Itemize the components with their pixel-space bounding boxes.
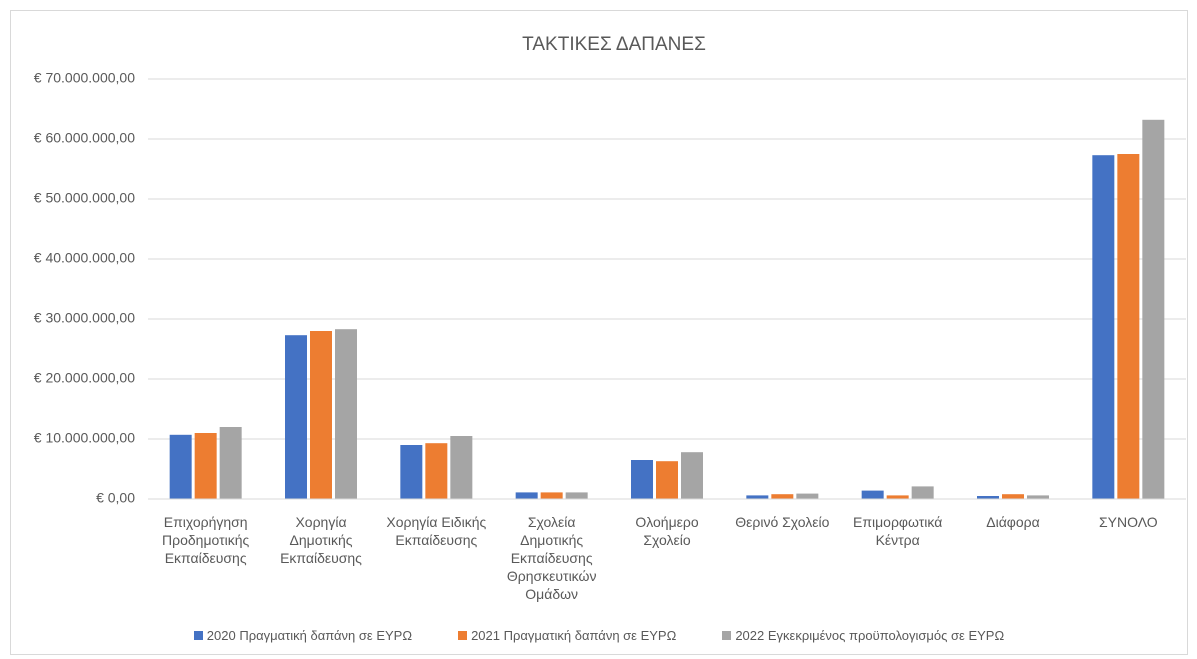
legend: 2020 Πραγματική δαπάνη σε ΕΥΡΩ 2021 Πραγμ… [10,628,1188,643]
legend-label: 2021 Πραγματική δαπάνη σε ΕΥΡΩ [471,628,677,643]
bar [425,443,448,499]
chart-border [10,10,1188,655]
bar [771,494,794,499]
y-tick-label: € 60.000.000,00 [34,130,135,146]
bar [219,427,242,499]
x-tick-label: ΣΥΝΟΛΟ [1098,514,1158,530]
bar [540,492,563,499]
bar [515,492,538,499]
legend-label: 2020 Πραγματική δαπάνη σε ΕΥΡΩ [206,628,413,643]
bar [656,461,678,499]
y-tick-label: € 40.000.000,00 [34,250,135,266]
bar [1027,495,1049,499]
legend-swatch [458,631,468,640]
bar [1142,119,1165,500]
bar [1092,155,1115,499]
bar [310,331,332,499]
chart-title: ΤΑΚΤΙΚΕΣ ΔΑΠΑΝΕΣ [522,34,706,55]
y-tick-label: € 10.000.000,00 [34,430,135,446]
y-tick-label: € 50.000.000,00 [34,190,135,206]
bar [1002,494,1024,499]
bar [681,452,703,499]
bar [977,496,999,499]
legend-swatch [722,631,732,640]
bar [1117,154,1140,499]
bar [565,492,588,499]
x-tick-label: Χορηγία Δημοτικής Εκπαίδευσης [280,514,362,566]
x-tick-label: Επιμορφωτικά Κέντρα [853,514,943,548]
y-tick-label: € 70.000.000,00 [34,70,135,86]
bar [796,493,819,499]
bar [169,434,192,499]
x-tick-label: Θερινό Σχολείο [735,514,830,530]
legend-item: 2022 Εγκεκριμένος προϋπολογισμός σε ΕΥΡΩ [722,628,1004,643]
x-tick-label: Χορηγία Ειδικής Εκπαίδευσης [386,514,487,548]
bar [631,460,653,499]
x-tick-label: Σχολεία Δημοτικής Εκπαίδευσης Θρησκευτικ… [506,514,597,602]
x-tick-label: Ολοήμερο Σχολείο [635,514,699,548]
legend-item: 2021 Πραγματική δαπάνη σε ΕΥΡΩ [458,628,676,643]
legend-label: 2022 Εγκεκριμένος προϋπολογισμός σε ΕΥΡΩ [735,628,1005,643]
bar [746,495,769,499]
bar [194,433,217,499]
x-tick-label: Διάφορα [986,514,1040,530]
bar [400,445,423,499]
legend-item: 2020 Πραγματική δαπάνη σε ΕΥΡΩ [193,628,413,643]
x-tick-label: Επιχορήγηση Προδημοτικής Εκπαίδευσης [162,514,250,566]
bar [450,436,473,499]
bar [335,329,357,499]
bar [911,486,934,499]
legend-swatch [193,631,203,640]
y-tick-label: € 20.000.000,00 [34,370,135,386]
y-tick-label: € 30.000.000,00 [34,310,135,326]
bar [861,490,884,499]
bar [285,335,307,499]
y-tick-label: € 0,00 [96,490,135,506]
bar [886,495,909,499]
